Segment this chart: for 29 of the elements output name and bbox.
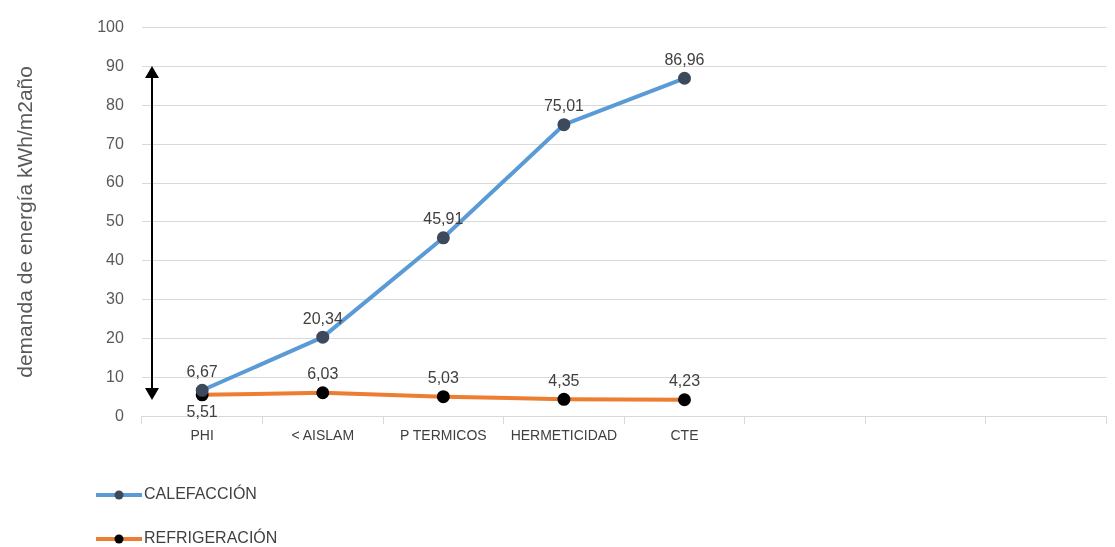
y-tick-label: 40 [106, 251, 124, 269]
legend-label: CALEFACCIÓN [144, 484, 257, 503]
y-tick-label: 50 [106, 212, 124, 230]
y-tick-label: 0 [114, 406, 124, 424]
y-tick-label: 60 [106, 173, 124, 191]
data-label: 5,03 [427, 369, 460, 387]
x-tick-label: < AISLAM [291, 427, 355, 444]
data-label: 20,34 [302, 309, 343, 327]
y-tick-label: 10 [106, 367, 124, 385]
y-tick-label: 20 [106, 328, 124, 346]
data-label: 4,35 [548, 371, 580, 389]
x-tick-label: P TERMICOS [400, 427, 487, 444]
data-label: 6,03 [307, 365, 339, 383]
x-tick-label: PHI [190, 427, 214, 444]
y-tick-label: 80 [106, 95, 124, 113]
data-label: 5,51 [186, 403, 218, 421]
x-tick-label: HERMETICIDAD [510, 427, 618, 444]
y-tick-label: 100 [97, 18, 124, 36]
legend-label: REFRIGERACIÓN [144, 528, 278, 547]
data-label: 6,67 [186, 362, 218, 380]
y-axis-title: demanda de energía kWh/m2año [13, 66, 37, 378]
data-label: 45,91 [423, 210, 464, 228]
y-tick-label: 70 [106, 134, 124, 152]
data-label: 86,96 [664, 50, 705, 68]
data-label: 75,01 [543, 97, 585, 115]
data-label: 4,23 [668, 372, 701, 390]
x-tick-label: CTE [670, 427, 699, 444]
y-tick-label: 30 [106, 290, 124, 308]
y-tick-label: 90 [106, 56, 124, 74]
